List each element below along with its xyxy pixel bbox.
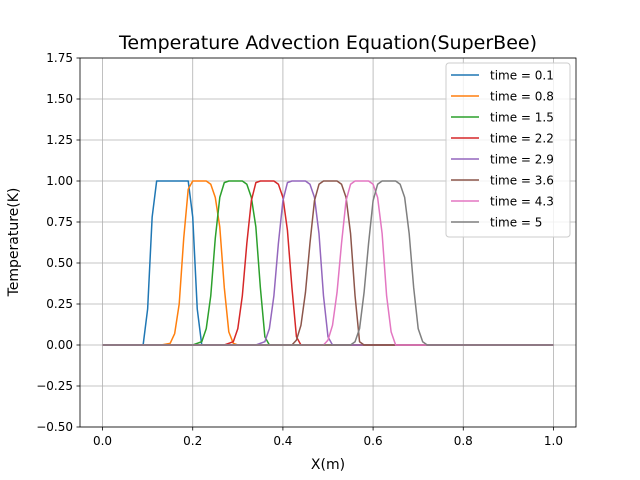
legend-label: time = 4.3 [490, 195, 554, 209]
legend: time = 0.1 time = 0.8 time = 1.5 time = 2.2… [445, 62, 571, 238]
x-tick-label: 0.6 [364, 434, 383, 448]
legend-label: time = 0.8 [490, 90, 554, 104]
y-tick-label: −0.50 [36, 420, 73, 434]
y-tick-label: 1.25 [46, 133, 73, 147]
y-tick-label: 1.50 [46, 92, 73, 106]
series-line-3 [102, 180, 554, 346]
legend-label: time = 5 [490, 216, 542, 230]
y-tick-label: 1.75 [46, 51, 73, 65]
y-tick-label: 0.50 [46, 256, 73, 270]
y-tick-label: 0.75 [46, 215, 73, 229]
legend-label: time = 2.2 [490, 132, 554, 146]
y-tick-label: −0.25 [36, 379, 73, 393]
x-axis-label: X(m) [311, 457, 345, 473]
y-tick-label: 0.00 [46, 338, 73, 352]
legend-label: time = 2.9 [490, 153, 554, 167]
axes-frame [79, 57, 577, 428]
y-tick-label: 1.00 [46, 174, 73, 188]
x-tick-label: 0.0 [93, 434, 112, 448]
legend-box [445, 62, 571, 238]
x-tick-label: 0.4 [273, 434, 292, 448]
series-line-2 [102, 180, 554, 346]
x-tick-label: 0.2 [183, 434, 202, 448]
series-line-4 [102, 180, 554, 346]
y-axis-label: Temperature(K) [6, 188, 22, 298]
series-lines [102, 180, 554, 346]
series-line-7 [102, 180, 554, 346]
y-axis: −0.50 −0.25 0.00 0.25 0.50 0.75 1.00 1.25 1.50 1.… [36, 51, 80, 434]
legend-label: time = 1.5 [490, 111, 554, 125]
chart-title: Temperature Advection Equation(SuperBee) [118, 32, 537, 54]
series-line-0 [102, 180, 554, 346]
legend-label: time = 0.1 [490, 69, 554, 83]
series-line-1 [102, 180, 554, 346]
y-tick-label: 0.25 [46, 297, 73, 311]
x-axis: 0.0 0.2 0.4 0.6 0.8 1.0 [93, 427, 563, 448]
series-line-5 [102, 180, 554, 346]
legend-label: time = 3.6 [490, 174, 554, 188]
x-tick-label: 1.0 [544, 434, 563, 448]
series-line-6 [102, 180, 554, 346]
x-tick-label: 0.8 [454, 434, 473, 448]
